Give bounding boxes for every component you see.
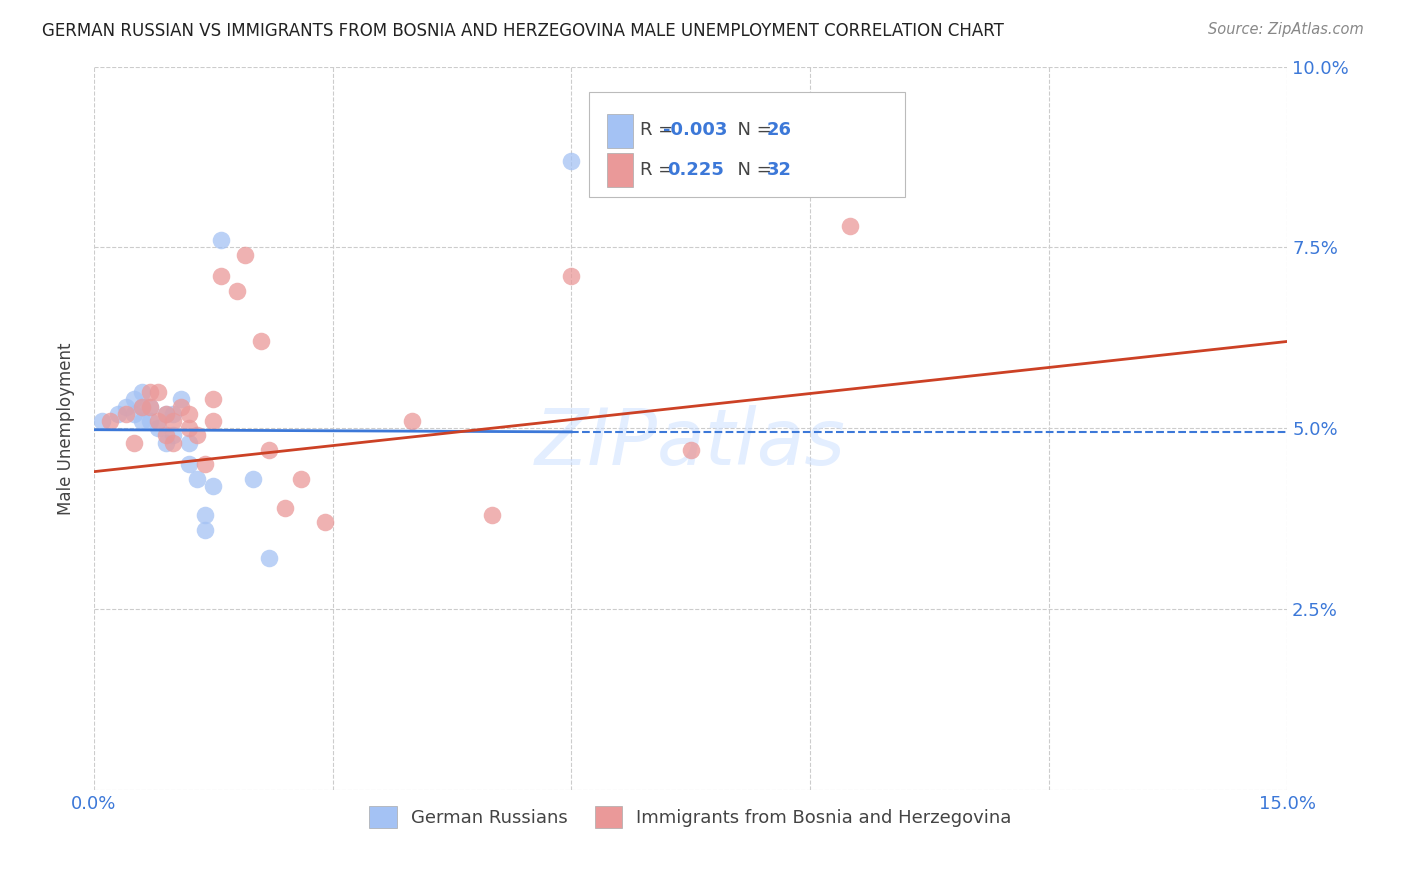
Point	[179, 458, 201, 472]
Point	[138, 414, 160, 428]
Legend: German Russians, Immigrants from Bosnia and Herzegovina: German Russians, Immigrants from Bosnia …	[363, 798, 1019, 835]
Point	[138, 400, 160, 414]
Point	[114, 400, 136, 414]
Point	[122, 407, 145, 421]
Point	[209, 269, 232, 284]
Point	[274, 500, 297, 515]
Text: -0.003: -0.003	[664, 121, 727, 139]
Point	[131, 385, 153, 400]
Point	[202, 392, 225, 407]
Point	[155, 407, 177, 421]
Text: 26: 26	[766, 121, 792, 139]
Point	[98, 414, 121, 428]
Point	[170, 400, 193, 414]
Point	[162, 435, 184, 450]
Point	[560, 269, 582, 284]
Text: R =: R =	[641, 121, 679, 139]
Point	[209, 233, 232, 247]
Text: 0.225: 0.225	[666, 161, 724, 179]
Point	[194, 458, 217, 472]
Point	[146, 414, 169, 428]
Point	[838, 219, 860, 233]
Text: ZIPatlas: ZIPatlas	[536, 405, 846, 481]
Point	[179, 407, 201, 421]
Bar	[607, 153, 633, 187]
Point	[560, 153, 582, 168]
Point	[194, 508, 217, 522]
Point	[122, 392, 145, 407]
Point	[170, 392, 193, 407]
Point	[146, 421, 169, 435]
Point	[114, 407, 136, 421]
Point	[146, 385, 169, 400]
Point	[290, 472, 312, 486]
Text: Source: ZipAtlas.com: Source: ZipAtlas.com	[1208, 22, 1364, 37]
Point	[250, 334, 273, 349]
Point	[107, 407, 129, 421]
Point	[186, 472, 208, 486]
Point	[257, 551, 280, 566]
Text: N =: N =	[727, 121, 778, 139]
Point	[138, 400, 160, 414]
Point	[131, 400, 153, 414]
Point	[202, 479, 225, 493]
Text: N =: N =	[727, 161, 778, 179]
Point	[162, 414, 184, 428]
Point	[194, 523, 217, 537]
Point	[314, 516, 336, 530]
Text: R =: R =	[641, 161, 679, 179]
Text: 32: 32	[766, 161, 792, 179]
Point	[401, 414, 423, 428]
Point	[155, 407, 177, 421]
Point	[138, 385, 160, 400]
Point	[242, 472, 264, 486]
Point	[257, 442, 280, 457]
Point	[155, 435, 177, 450]
Point	[90, 414, 112, 428]
Bar	[607, 113, 633, 148]
FancyBboxPatch shape	[589, 92, 905, 197]
Y-axis label: Male Unemployment: Male Unemployment	[58, 342, 75, 515]
Point	[162, 407, 184, 421]
Point	[179, 421, 201, 435]
Point	[186, 428, 208, 442]
Point	[226, 284, 249, 298]
Point	[202, 414, 225, 428]
Point	[481, 508, 503, 522]
Point	[131, 414, 153, 428]
Point	[162, 428, 184, 442]
Point	[131, 400, 153, 414]
Point	[179, 435, 201, 450]
Point	[122, 435, 145, 450]
Point	[155, 428, 177, 442]
Point	[679, 442, 702, 457]
Point	[233, 247, 256, 261]
Text: GERMAN RUSSIAN VS IMMIGRANTS FROM BOSNIA AND HERZEGOVINA MALE UNEMPLOYMENT CORRE: GERMAN RUSSIAN VS IMMIGRANTS FROM BOSNIA…	[42, 22, 1004, 40]
